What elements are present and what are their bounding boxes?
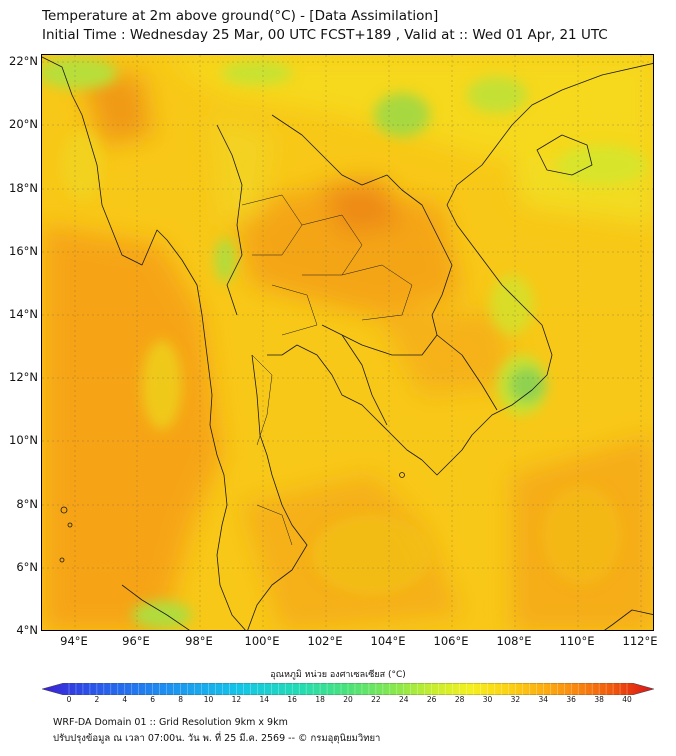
colorbar-title: อุณหภูมิ หน่วย องศาเซลเซียส (°C) — [270, 670, 406, 680]
colorbar-tick-label: 16 — [287, 695, 297, 704]
colorbar-tick-label: 18 — [315, 695, 325, 704]
colorbar-tick-label: 40 — [622, 695, 632, 704]
lat-label: 10°N — [9, 433, 38, 447]
lon-label: 110°E — [559, 634, 595, 648]
colorbar-tick-label: 0 — [66, 695, 72, 704]
lon-label: 104°E — [370, 634, 406, 648]
lat-label: 14°N — [9, 307, 38, 321]
colorbar-tick-label: 38 — [594, 695, 604, 704]
lon-label: 106°E — [433, 634, 469, 648]
colorbar-tick-label: 32 — [510, 695, 521, 704]
lon-label: 102°E — [307, 634, 343, 648]
colorbar-tick-label: 14 — [259, 695, 270, 704]
lat-label: 4°N — [16, 623, 38, 637]
colorbar-tick-label: 28 — [454, 695, 465, 704]
lon-label: 100°E — [244, 634, 280, 648]
chart-subtitle: Initial Time : Wednesday 25 Mar, 00 UTC … — [42, 27, 608, 43]
temperature-map — [41, 54, 654, 631]
lon-label: 96°E — [122, 634, 150, 648]
colorbar-tick-label: 10 — [203, 695, 214, 704]
footer-domain: WRF-DA Domain 01 :: Grid Resolution 9km … — [53, 717, 288, 728]
chart-title: Temperature at 2m above ground(°C) - [Da… — [42, 8, 439, 24]
colorbar-tick-label: 30 — [482, 695, 493, 704]
colorbar-tick-label: 26 — [426, 695, 437, 704]
colorbar-tick-label: 22 — [371, 695, 381, 704]
colorbar-tick-label: 6 — [150, 695, 156, 704]
footer-update: ปรับปรุงข้อมูล ณ เวลา 07:00น. วัน พ. ที่… — [53, 733, 381, 744]
lat-label: 8°N — [16, 497, 38, 511]
lon-label: 112°E — [622, 634, 658, 648]
lat-label: 6°N — [16, 560, 38, 574]
colorbar-tick-label: 12 — [231, 695, 242, 704]
lat-label: 16°N — [9, 244, 38, 258]
lat-label: 18°N — [9, 181, 38, 195]
colorbar-tick-label: 34 — [538, 695, 549, 704]
colorbar-tick-label: 2 — [94, 695, 100, 704]
lat-label: 22°N — [9, 54, 38, 68]
colorbar-ticks: 0 2 4 6 8 10 12 14 16 18 20 22 24 26 28 30 32 34 36 38 40 — [0, 695, 676, 707]
colorbar-tick-label: 8 — [178, 695, 183, 704]
colorbar-tick-label: 20 — [343, 695, 353, 704]
colorbar-tick-label: 24 — [399, 695, 409, 704]
lat-label: 12°N — [9, 370, 38, 384]
lon-label: 98°E — [185, 634, 213, 648]
colorbar-tick-label: 4 — [122, 695, 128, 704]
colorbar — [40, 680, 656, 696]
lat-label: 20°N — [9, 117, 38, 131]
lon-label: 94°E — [60, 634, 88, 648]
lon-label: 108°E — [496, 634, 532, 648]
colorbar-tick-label: 36 — [566, 695, 576, 704]
